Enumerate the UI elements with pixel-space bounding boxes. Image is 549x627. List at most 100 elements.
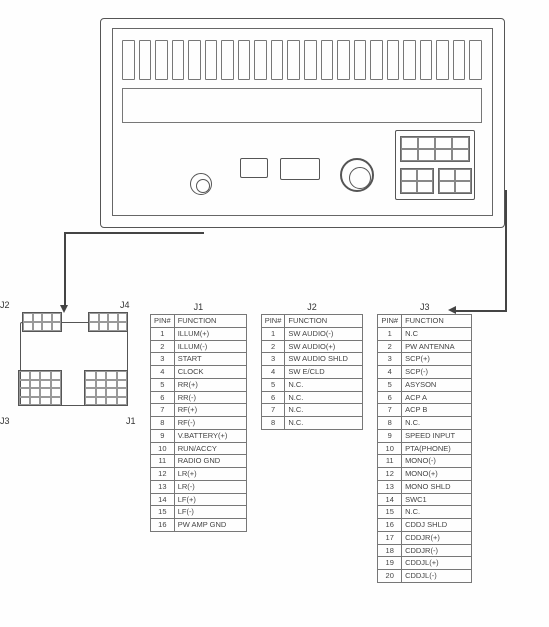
table-row: 15LF(-)	[151, 506, 247, 519]
table-cell: 16	[378, 519, 402, 532]
table-row: 1SW AUDIO(-)	[261, 327, 363, 340]
table-cell: 19	[378, 557, 402, 570]
table-cell: LF(+)	[174, 493, 246, 506]
table-cell: CDDJR(+)	[402, 531, 472, 544]
table-cell: N.C.	[402, 417, 472, 430]
table-cell: 3	[261, 353, 285, 366]
table-cell: N.C.	[285, 378, 363, 391]
callout-line	[505, 190, 507, 310]
table-cell: 1	[261, 327, 285, 340]
table-row: 5ASYSON	[378, 378, 472, 391]
table-row: 2PW ANTENNA	[378, 340, 472, 353]
table-cell: ACP A	[402, 391, 472, 404]
table-cell: 3	[151, 353, 175, 366]
connector-face-drawing	[14, 308, 134, 418]
device-drawing	[100, 18, 505, 228]
conn-j4	[88, 312, 128, 332]
table-cell: 15	[378, 506, 402, 519]
table-cell: 17	[378, 531, 402, 544]
table-cell: 12	[151, 468, 175, 481]
table-row: 5RR(+)	[151, 378, 247, 391]
table-cell: SPEED INPUT	[402, 429, 472, 442]
table-row: 1N.C	[378, 327, 472, 340]
table-cell: START	[174, 353, 246, 366]
round-port-icon	[340, 158, 374, 192]
table-row: 6ACP A	[378, 391, 472, 404]
table-row: 6N.C.	[261, 391, 363, 404]
table-cell: N.C	[402, 327, 472, 340]
table-row: 8N.C.	[261, 417, 363, 430]
table-cell: 14	[151, 493, 175, 506]
table-cell: 1	[151, 327, 175, 340]
conn-j3	[18, 370, 62, 406]
table-cell: 2	[378, 340, 402, 353]
table-cell: CDDJ SHLD	[402, 519, 472, 532]
vent-strip	[122, 40, 482, 80]
table-cell: 14	[378, 493, 402, 506]
table-row: 8N.C.	[378, 417, 472, 430]
table-cell: PW ANTENNA	[402, 340, 472, 353]
conn-j2	[22, 312, 62, 332]
table-cell: N.C.	[402, 506, 472, 519]
table-cell: ILLUM(+)	[174, 327, 246, 340]
table-cell: 13	[378, 480, 402, 493]
table-row: 5N.C.	[261, 378, 363, 391]
col-pin: PIN#	[261, 315, 285, 328]
col-func: FUNCTION	[402, 315, 472, 328]
table-row: 15N.C.	[378, 506, 472, 519]
table-row: 6RR(-)	[151, 391, 247, 404]
caption-j2: J2	[261, 302, 364, 314]
table-cell: 20	[378, 570, 402, 583]
table-cell: 6	[151, 391, 175, 404]
table-cell: 13	[151, 480, 175, 493]
table-cell: 8	[151, 417, 175, 430]
table-cell: 1	[378, 327, 402, 340]
table-cell: 15	[151, 506, 175, 519]
table-row: 2ILLUM(-)	[151, 340, 247, 353]
port-rect-2	[280, 158, 320, 180]
table-cell: SW AUDIO SHLD	[285, 353, 363, 366]
table-j3: J3 PIN# FUNCTION 1N.C2PW ANTENNA3SCP(+)4…	[377, 302, 472, 583]
pinout-tables: J1 PIN# FUNCTION 1ILLUM(+)2ILLUM(-)3STAR…	[150, 302, 472, 583]
table-cell: SCP(+)	[402, 353, 472, 366]
col-func: FUNCTION	[285, 315, 363, 328]
table-row: 14SWC1	[378, 493, 472, 506]
table-row: 16CDDJ SHLD	[378, 519, 472, 532]
table-cell: ACP B	[402, 404, 472, 417]
table-cell: RUN/ACCY	[174, 442, 246, 455]
table-cell: 7	[378, 404, 402, 417]
table-cell: 8	[378, 417, 402, 430]
table-row: 19CDDJL(+)	[378, 557, 472, 570]
table-cell: 5	[261, 378, 285, 391]
connector-grid-br	[438, 168, 472, 194]
table-cell: 10	[151, 442, 175, 455]
table-cell: LF(-)	[174, 506, 246, 519]
table-cell: LR(-)	[174, 480, 246, 493]
table-row: 11MONO(-)	[378, 455, 472, 468]
table-row: 3SW AUDIO SHLD	[261, 353, 363, 366]
table-row: 2SW AUDIO(+)	[261, 340, 363, 353]
table-row: 18CDDJR(-)	[378, 544, 472, 557]
table-cell: 4	[151, 366, 175, 379]
table-row: 4CLOCK	[151, 366, 247, 379]
table-cell: SW E/CLD	[285, 366, 363, 379]
table-cell: ASYSON	[402, 378, 472, 391]
table-cell: CLOCK	[174, 366, 246, 379]
callout-line	[64, 232, 66, 307]
table-cell: 18	[378, 544, 402, 557]
table-row: 7N.C.	[261, 404, 363, 417]
label-j3: J3	[0, 416, 10, 426]
table-cell: 10	[378, 442, 402, 455]
port-rect-1	[240, 158, 268, 178]
table-cell: 4	[261, 366, 285, 379]
col-pin: PIN#	[378, 315, 402, 328]
table-cell: 7	[151, 404, 175, 417]
table-cell: LR(+)	[174, 468, 246, 481]
table-cell: SW AUDIO(-)	[285, 327, 363, 340]
table-cell: 4	[378, 366, 402, 379]
table-cell: 12	[378, 468, 402, 481]
table-row: 7ACP B	[378, 404, 472, 417]
label-j2: J2	[0, 300, 10, 310]
table-cell: 5	[151, 378, 175, 391]
table-cell: CDDJL(-)	[402, 570, 472, 583]
